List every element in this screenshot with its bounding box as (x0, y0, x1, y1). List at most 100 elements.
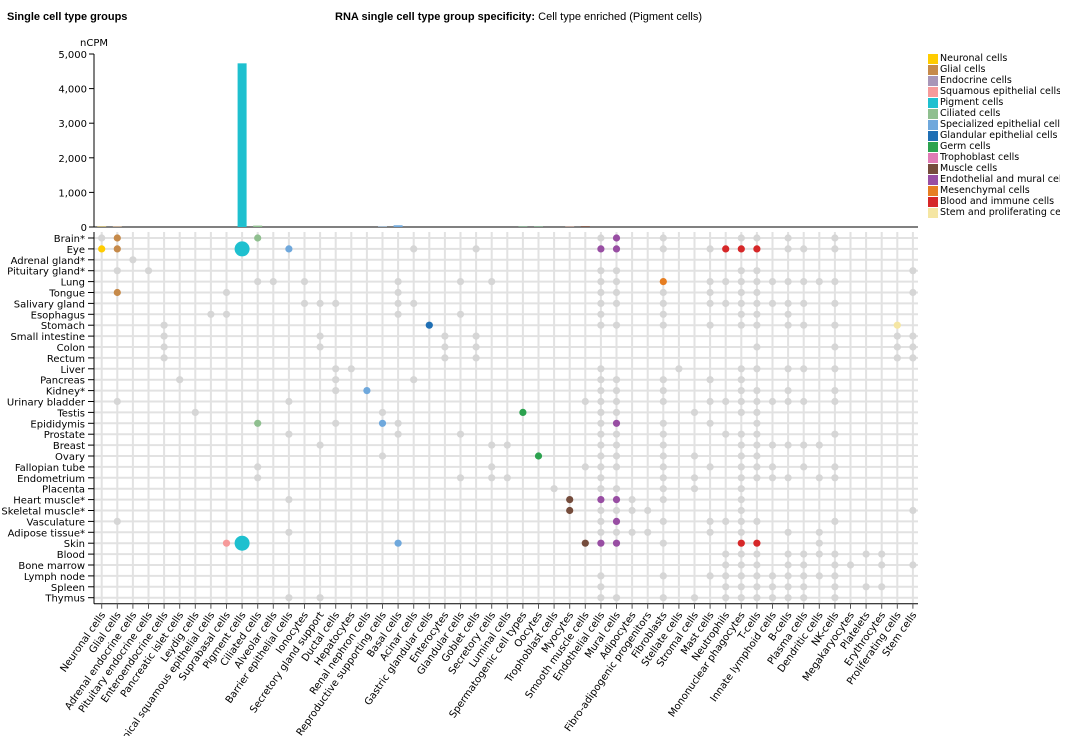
dot-stomach (706, 321, 714, 329)
tissue-label: Heart muscle* (13, 496, 85, 507)
legend-item[interactable]: Pigment cells (928, 97, 1060, 108)
dot-ovary (612, 452, 621, 460)
dot-endometrium (597, 474, 605, 482)
enriched-dot (378, 419, 387, 427)
dot-salivary-gland (753, 299, 761, 307)
dot-epididymis (753, 419, 761, 427)
dot-breast (597, 441, 605, 449)
legend: Neuronal cells Glial cells Endocrine cells… (928, 53, 1060, 218)
dot-eye (472, 245, 480, 253)
dot-testis (753, 408, 761, 416)
dot-rectum (160, 354, 168, 362)
dot-bone-marrow (722, 561, 730, 569)
legend-item[interactable]: Squamous epithelial cells (928, 86, 1060, 97)
legend-item[interactable]: Blood and immune cells (928, 196, 1060, 207)
enriched-dot (597, 496, 605, 504)
dot-testis (597, 408, 605, 416)
dot-heart-muscle- (737, 496, 745, 504)
dot-pancreas (176, 376, 184, 384)
legend-swatch (928, 174, 938, 185)
tissue-label: Liver (60, 365, 85, 376)
dot-lung (612, 278, 621, 286)
legend-label: Neuronal cells (940, 53, 1008, 64)
enriched-dot (113, 245, 121, 253)
dot-pituitary-gland- (909, 267, 917, 275)
tissue-label: Esophagus (31, 310, 85, 321)
dot-stomach (597, 321, 605, 329)
legend-item[interactable]: Mesenchymal cells (928, 185, 1060, 196)
legend-item[interactable]: Endothelial and mural cells (928, 174, 1060, 185)
dot-thymus (690, 594, 699, 602)
enriched-dot (581, 539, 589, 547)
legend-item[interactable]: Germ cells (928, 141, 1060, 152)
dot-brain- (831, 234, 839, 242)
legend-item[interactable]: Specialized epithelial cells (928, 119, 1060, 130)
dot-spleen (800, 583, 808, 591)
dot-adipose-tissue- (737, 528, 745, 536)
dot-lung (597, 278, 605, 286)
legend-swatch (928, 130, 938, 141)
enriched-dot (222, 539, 231, 547)
legend-swatch (928, 152, 938, 163)
dot-spleen (753, 583, 761, 591)
y-tick-label: 0 (81, 223, 87, 234)
bar-pigment-cells (237, 63, 247, 228)
dot-liver (800, 365, 808, 373)
dot-lung (456, 278, 465, 286)
dot-pancreas (332, 376, 340, 384)
dot-fallopian-tube (753, 463, 761, 471)
dot-salivary-gland (706, 299, 714, 307)
dot-urinary-bladder (113, 397, 121, 406)
legend-item[interactable]: Glandular epithelial cells (928, 130, 1060, 141)
tissue-label: Skeletal muscle* (1, 507, 85, 518)
dot-brain- (737, 234, 745, 242)
legend-label: Muscle cells (940, 163, 998, 174)
dot-liver (675, 365, 683, 373)
dot-salivary-gland (831, 299, 839, 307)
dot-salivary-gland (612, 299, 621, 307)
dot-esophagus (597, 310, 605, 318)
dot-esophagus (737, 310, 745, 318)
dot-prostate (753, 430, 761, 438)
legend-item[interactable]: Trophoblast cells (928, 152, 1060, 163)
dot-esophagus (784, 310, 792, 318)
y-axis-label: nCPM (80, 38, 108, 49)
enriched-dot (612, 419, 621, 427)
dot-skin (815, 539, 823, 547)
dot-endometrium (488, 474, 496, 482)
legend-swatch (928, 86, 938, 97)
dot-kidney- (612, 387, 621, 395)
dot-epididymis (706, 419, 714, 427)
tissue-label: Ovary (55, 452, 85, 463)
dot-thymus (316, 594, 324, 602)
legend-item[interactable]: Endocrine cells (928, 75, 1060, 86)
dot-spleen (737, 583, 745, 591)
legend-item[interactable]: Glial cells (928, 64, 1060, 75)
dot-adipose-tissue- (628, 528, 636, 536)
dot-pancreas (706, 376, 714, 384)
dot-heart-muscle- (659, 496, 667, 504)
dot-bone-marrow (909, 561, 917, 569)
tissue-label: Thymus (44, 594, 85, 605)
dot-spleen (784, 583, 792, 591)
dot-endometrium (831, 474, 839, 482)
legend-item[interactable]: Muscle cells (928, 163, 1060, 174)
dot-urinary-bladder (722, 397, 730, 406)
dot-rectum (441, 354, 449, 362)
dot-brain- (597, 234, 605, 242)
dot-tongue (706, 288, 714, 297)
dot-pancreas (597, 376, 605, 384)
tissue-label: Blood (57, 550, 85, 561)
dot-thymus (784, 594, 792, 602)
dot-lymph-node (706, 572, 714, 580)
dot-blood (784, 550, 792, 558)
legend-item[interactable]: Neuronal cells (928, 53, 1060, 64)
tissue-label: Fallopian tube (15, 463, 85, 474)
enriched-dot (753, 539, 761, 547)
enriched-dot (722, 245, 730, 253)
dot-vasculature (737, 517, 745, 526)
legend-item[interactable]: Ciliated cells (928, 108, 1060, 119)
legend-item[interactable]: Stem and proliferating cells (928, 207, 1060, 218)
dot-ovary (659, 452, 667, 460)
dot-lymph-node (597, 572, 605, 580)
